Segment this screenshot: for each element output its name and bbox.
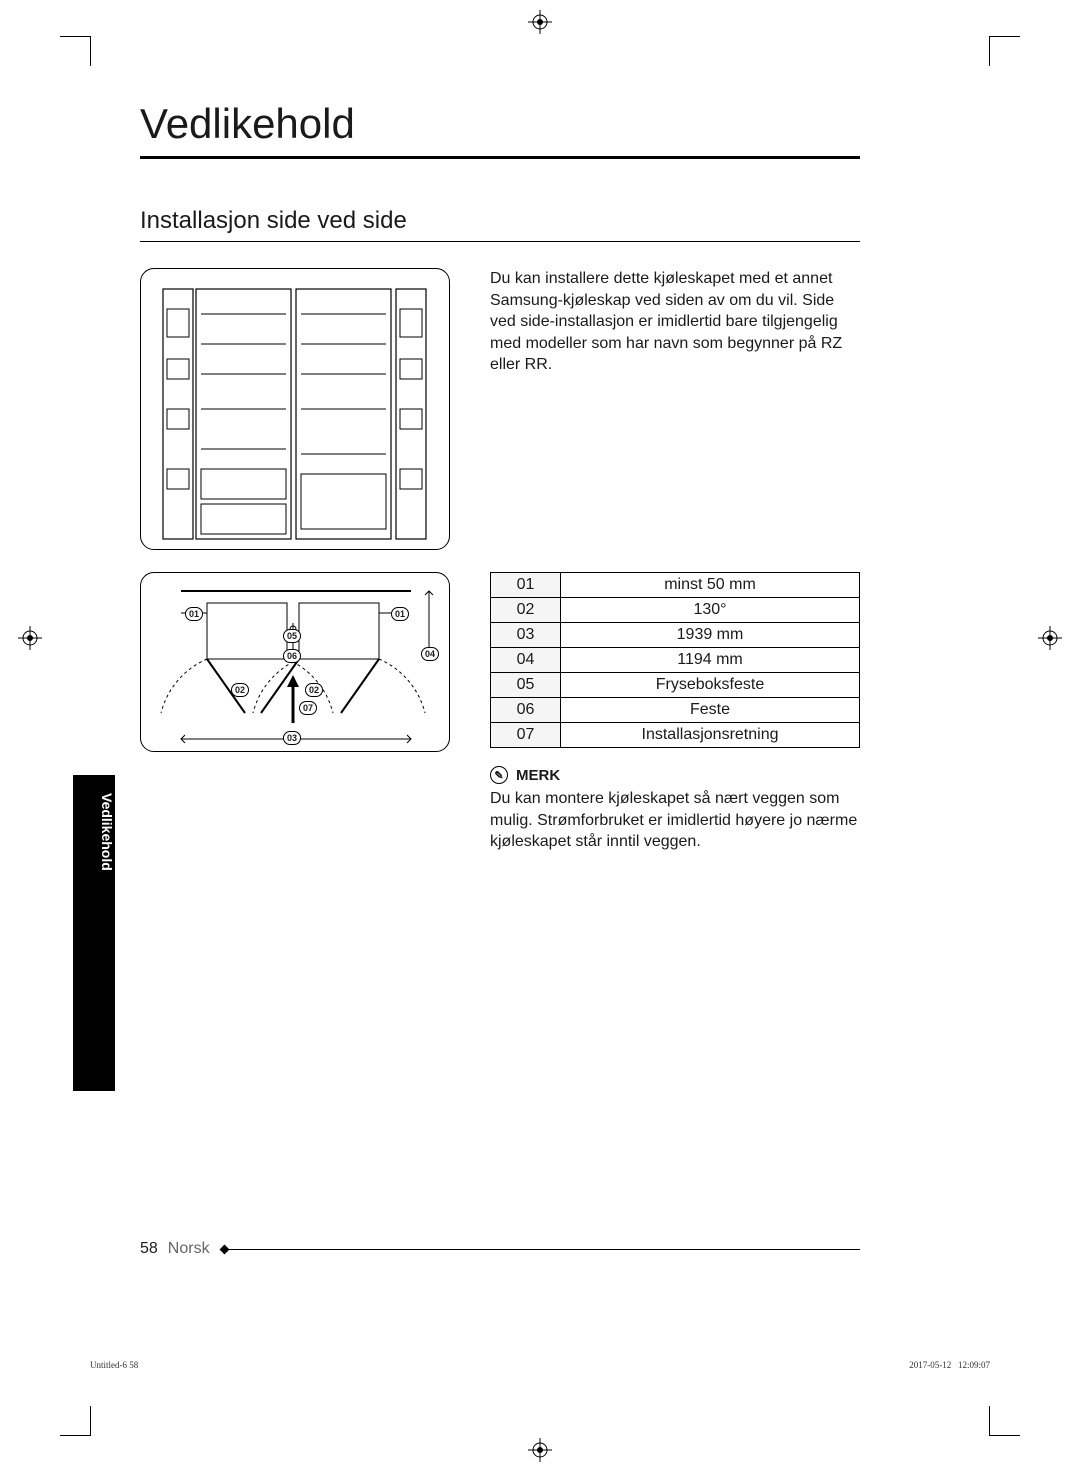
crop-mark — [990, 1435, 1020, 1436]
callout: 01 — [391, 607, 409, 621]
note-icon: ✎ — [490, 766, 508, 784]
registration-mark-icon — [18, 626, 42, 650]
fridge-svg-icon — [141, 269, 450, 550]
note-heading: ✎ MERK — [490, 766, 860, 784]
table-row: 02130° — [491, 598, 860, 623]
fridge-diagram — [140, 268, 450, 550]
row-diagram-intro: Du kan installere dette kjøleskapet med … — [140, 268, 860, 550]
page-content: Vedlikehold Installasjon side ved side — [140, 100, 860, 875]
callout: 03 — [283, 731, 301, 745]
crop-mark — [60, 1435, 90, 1436]
note-text: Du kan montere kjøleskapet så nært vegge… — [490, 788, 860, 853]
table-row: 05Fryseboksfeste — [491, 673, 860, 698]
spec-value: 1194 mm — [561, 648, 860, 673]
spec-value: Fryseboksfeste — [561, 673, 860, 698]
section-title: Installasjon side ved side — [140, 207, 860, 242]
spec-value: minst 50 mm — [561, 573, 860, 598]
spec-value: 1939 mm — [561, 623, 860, 648]
spec-value: Feste — [561, 698, 860, 723]
page-number: 58 — [140, 1240, 158, 1258]
note-label: MERK — [516, 767, 560, 784]
callout: 07 — [299, 701, 317, 715]
spec-key: 04 — [491, 648, 561, 673]
registration-mark-icon — [1038, 626, 1062, 650]
footer-diamond-icon — [219, 1244, 229, 1254]
callout: 04 — [421, 647, 439, 661]
spec-and-note: 01minst 50 mm02130°031939 mm041194 mm05F… — [490, 572, 860, 853]
spec-value: Installasjonsretning — [561, 723, 860, 748]
spec-key: 06 — [491, 698, 561, 723]
page-language: Norsk — [168, 1240, 210, 1258]
spec-table: 01minst 50 mm02130°031939 mm041194 mm05F… — [490, 572, 860, 748]
crop-mark — [90, 1406, 91, 1436]
callout: 05 — [283, 629, 301, 643]
row-plan-table: 01 01 02 02 03 04 05 06 07 01minst 50 mm… — [140, 572, 860, 853]
page-footer: 58 Norsk — [140, 1240, 860, 1258]
intro-text: Du kan installere dette kjøleskapet med … — [490, 268, 860, 550]
callout: 01 — [185, 607, 203, 621]
spec-key: 07 — [491, 723, 561, 748]
callout: 02 — [305, 683, 323, 697]
note-block: ✎ MERK Du kan montere kjøleskapet så nær… — [490, 766, 860, 853]
crop-mark — [90, 36, 91, 66]
plan-svg-icon — [141, 573, 451, 753]
table-row: 031939 mm — [491, 623, 860, 648]
crop-mark — [989, 1406, 990, 1436]
registration-mark-icon — [528, 1438, 552, 1462]
table-row: 06Feste — [491, 698, 860, 723]
spec-key: 01 — [491, 573, 561, 598]
footer-rule — [224, 1249, 860, 1250]
page-title: Vedlikehold — [140, 100, 860, 159]
print-meta-right: 2017-05-12 12:09:07 — [909, 1360, 990, 1370]
table-row: 07Installasjonsretning — [491, 723, 860, 748]
callout: 06 — [283, 649, 301, 663]
spec-value: 130° — [561, 598, 860, 623]
side-tab-label: Vedlikehold — [73, 775, 115, 871]
table-row: 041194 mm — [491, 648, 860, 673]
plan-diagram: 01 01 02 02 03 04 05 06 07 — [140, 572, 450, 752]
print-meta-left: Untitled-6 58 — [90, 1360, 138, 1370]
spec-key: 02 — [491, 598, 561, 623]
crop-mark — [60, 36, 90, 37]
registration-mark-icon — [528, 10, 552, 34]
side-tab: Vedlikehold — [73, 775, 115, 1091]
spec-key: 03 — [491, 623, 561, 648]
table-row: 01minst 50 mm — [491, 573, 860, 598]
crop-mark — [990, 36, 1020, 37]
spec-key: 05 — [491, 673, 561, 698]
callout: 02 — [231, 683, 249, 697]
crop-mark — [989, 36, 990, 66]
